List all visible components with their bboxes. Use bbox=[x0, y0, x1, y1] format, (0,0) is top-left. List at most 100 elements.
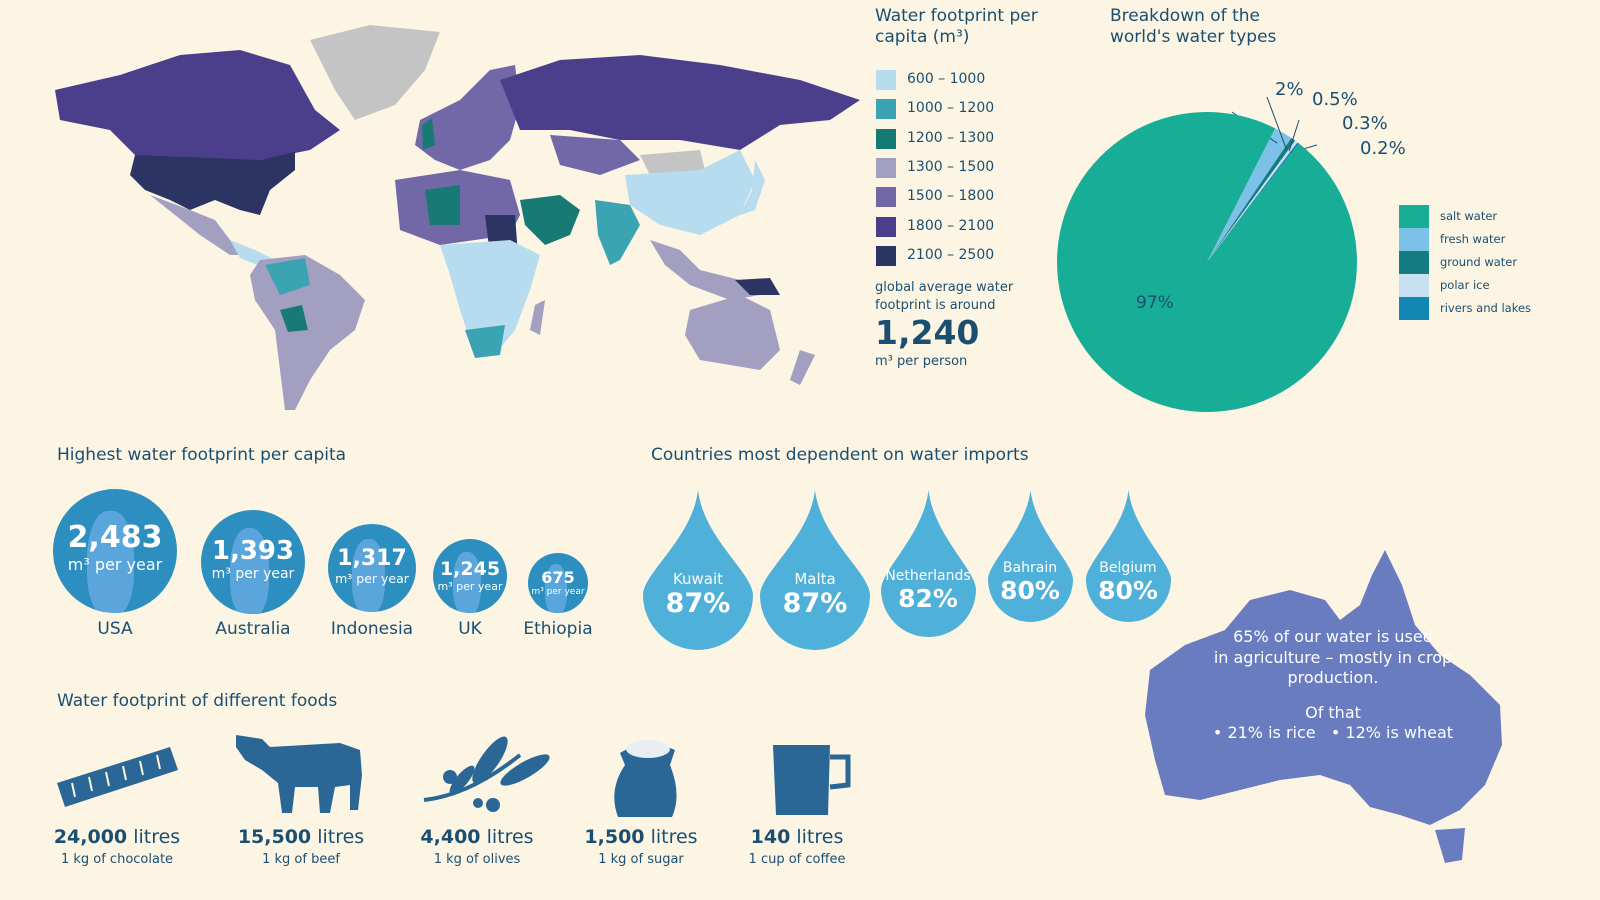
footprint-value: 1,245 bbox=[439, 557, 501, 580]
food-desc: 1 kg of olives bbox=[433, 852, 521, 867]
foods-title: Water footprint of different foods bbox=[57, 691, 338, 711]
mug-icon bbox=[773, 745, 851, 815]
food-amount-value: 24,000 bbox=[53, 826, 128, 848]
footprint-value: 1,393 bbox=[211, 536, 295, 566]
food-amount: 4,400 litres bbox=[392, 826, 562, 848]
drop-country: Netherlands bbox=[885, 568, 971, 585]
map-usa bbox=[130, 152, 295, 215]
pie-legend-label: ground water bbox=[1440, 255, 1518, 269]
map-kazakhstan bbox=[550, 135, 640, 175]
footprint-country: USA bbox=[97, 619, 133, 639]
food-desc: 1 kg of chocolate bbox=[60, 852, 174, 867]
pie-legend-label: fresh water bbox=[1440, 232, 1506, 246]
drop-country: Belgium bbox=[1099, 560, 1157, 577]
map-greenland bbox=[310, 25, 440, 120]
map-brazil-teal bbox=[265, 258, 310, 295]
footprint-unit: m³ per year bbox=[335, 571, 409, 586]
map-nz bbox=[790, 350, 815, 385]
drop-belgium bbox=[1085, 490, 1171, 622]
footprint-value: 1,317 bbox=[337, 546, 407, 571]
olive-branch-icon bbox=[423, 736, 550, 812]
food-amount-value: 1,500 bbox=[584, 826, 645, 848]
australia-line: in agriculture – mostly in crop bbox=[1213, 647, 1453, 667]
map-legend-swatch bbox=[876, 99, 896, 120]
map-legend-label: 1500 – 1800 bbox=[907, 188, 995, 205]
map-papua bbox=[735, 278, 780, 295]
pie-title: Breakdown of the world's water types bbox=[1110, 6, 1277, 47]
map-middle-east bbox=[520, 195, 580, 245]
pie-slice-salt-water bbox=[1057, 112, 1358, 413]
footprint-icon bbox=[544, 563, 567, 613]
australia-line: production. bbox=[1287, 668, 1379, 687]
food-amount-unit: litres bbox=[650, 826, 698, 848]
food-amount-value: 4,400 bbox=[420, 826, 481, 848]
drop-kuwait bbox=[643, 490, 753, 650]
pie-slice-rivers-and-lakes bbox=[1207, 142, 1299, 262]
highest-title: Highest water footprint per capita bbox=[57, 445, 347, 465]
map-south-africa bbox=[465, 325, 505, 358]
footprint-circle-uk: 1,245 m³ per year bbox=[433, 539, 507, 613]
footprint-icon bbox=[87, 510, 134, 613]
map-se-asia bbox=[650, 240, 760, 300]
water-types-pie-chart: 2% 0.5% 0.3% 0.2% 97% bbox=[1057, 79, 1406, 413]
australia-text: 65% of our water is used in agriculture … bbox=[1180, 627, 1486, 744]
footprint-circle-usa: 2,483 m³ per year bbox=[53, 489, 177, 613]
drop-value: 87% bbox=[782, 588, 848, 620]
food-amount: 1,500 litres bbox=[556, 826, 726, 848]
food-amount: 15,500 litres bbox=[216, 826, 386, 848]
world-map bbox=[55, 25, 860, 410]
drop-value: 82% bbox=[898, 584, 958, 614]
food-icons bbox=[57, 735, 851, 817]
footprint-country: Australia bbox=[215, 619, 291, 639]
footprint-unit: m³ per year bbox=[211, 566, 295, 582]
pie-legend-label: polar ice bbox=[1440, 278, 1490, 292]
footprint-country: Indonesia bbox=[330, 619, 414, 639]
map-legend-label: 600 – 1000 bbox=[907, 71, 986, 87]
map-legend-swatch bbox=[876, 187, 896, 208]
pie-legend-swatch bbox=[1399, 297, 1429, 320]
food-amount: 140 litres bbox=[712, 826, 882, 848]
pie-label: 97% bbox=[1136, 293, 1174, 313]
drop-text: Bahrain 80% bbox=[988, 560, 1073, 605]
map-legend-label: 1300 – 1500 bbox=[907, 158, 995, 175]
global-average-text: global average water footprint is around bbox=[875, 280, 1014, 313]
pie-label: 0.2% bbox=[1360, 138, 1406, 159]
drop-country: Kuwait bbox=[672, 570, 724, 589]
food-desc: 1 cup of coffee bbox=[748, 852, 846, 867]
footprint-unit: m³ per year bbox=[437, 579, 503, 593]
footprint-circle-ethiopia: 675 m³ per year bbox=[528, 553, 588, 613]
map-uk bbox=[422, 118, 435, 150]
map-legend-swatch bbox=[876, 216, 896, 237]
pie-leader-line bbox=[1288, 119, 1300, 152]
map-mongolia bbox=[640, 150, 705, 175]
map-legend-title: Water footprint per capita (m³) bbox=[875, 6, 1038, 47]
footprint-value: 675 bbox=[541, 568, 575, 587]
map-japan bbox=[740, 160, 765, 215]
footprint-icon bbox=[352, 539, 386, 612]
map-legend-label: 1200 – 1300 bbox=[907, 129, 995, 146]
drop-text: Kuwait 87% bbox=[643, 570, 753, 619]
map-africa-algeria bbox=[425, 185, 460, 225]
pie-legend-label: salt water bbox=[1440, 209, 1498, 223]
map-legend-swatch bbox=[876, 128, 896, 149]
food-amount: 24,000 litres bbox=[32, 826, 202, 848]
food-desc: 1 kg of sugar bbox=[598, 852, 684, 867]
footprint-country: Ethiopia bbox=[523, 619, 593, 639]
global-average-value: 1,240 bbox=[875, 313, 980, 352]
australia-line: 65% of our water is used bbox=[1233, 627, 1433, 646]
pie-slice-polar-ice bbox=[1207, 140, 1298, 262]
map-india bbox=[595, 200, 640, 265]
global-average-unit: m³ per person bbox=[875, 354, 968, 369]
footprint-circle-australia: 1,393 m³ per year bbox=[201, 510, 305, 614]
drop-value: 87% bbox=[665, 588, 731, 620]
drop-netherlands bbox=[880, 490, 976, 637]
map-bolivia bbox=[280, 305, 308, 332]
pie-label: 0.3% bbox=[1342, 113, 1388, 134]
imports-title: Countries most dependent on water import… bbox=[651, 445, 1029, 465]
pie-leader-line bbox=[1266, 96, 1287, 150]
footprint-country: UK bbox=[458, 619, 482, 639]
chocolate-icon bbox=[57, 747, 178, 807]
drop-text: Malta 87% bbox=[760, 570, 870, 619]
map-legend-swatch bbox=[876, 70, 896, 90]
footprint-circle-indonesia: 1,317 m³ per year bbox=[328, 524, 416, 612]
